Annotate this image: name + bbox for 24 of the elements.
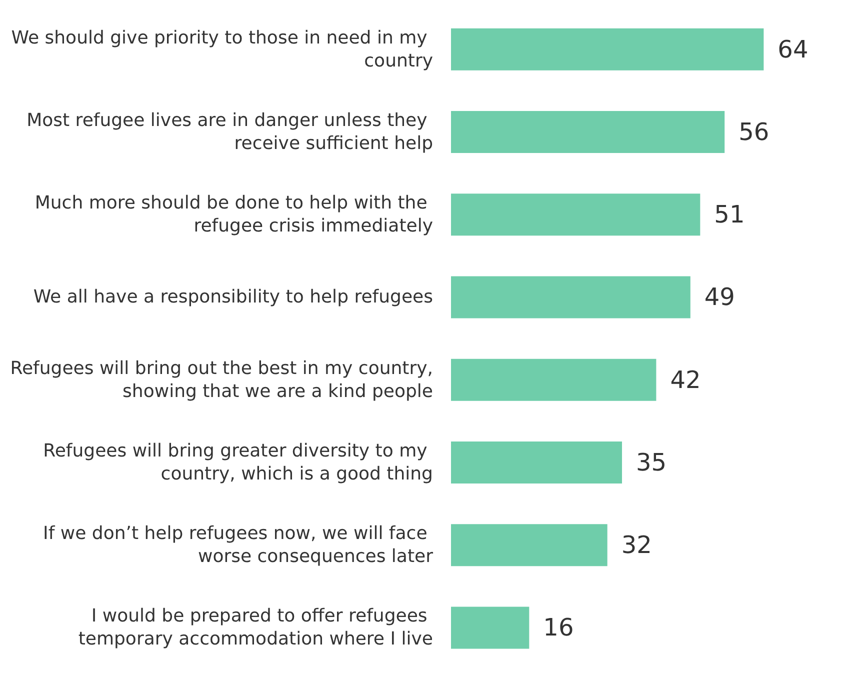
bar bbox=[451, 606, 530, 649]
y-tick-label: If we don’t help refugees now, we will face worse consequences later bbox=[43, 523, 434, 568]
data-label: 56 bbox=[738, 118, 770, 146]
data-label: 49 bbox=[704, 283, 735, 312]
y-tick-label: We all have a responsibility to help refugees bbox=[33, 286, 433, 308]
data-label: 42 bbox=[670, 366, 701, 394]
y-tick-label: Refugees will bring out the best in my country, showing that we are a kind people bbox=[10, 358, 433, 402]
bar bbox=[451, 110, 725, 153]
bar bbox=[451, 358, 656, 401]
bar bbox=[451, 524, 608, 566]
bar bbox=[451, 194, 700, 236]
bar bbox=[451, 28, 764, 70]
y-tick-label: Much more should be done to help with the refugee crisis immediately bbox=[34, 192, 434, 237]
data-label: 32 bbox=[621, 531, 652, 560]
data-label: 16 bbox=[543, 614, 574, 642]
y-tick-label: Refugees will bring greater diversity to my country, which is a good thing bbox=[43, 440, 433, 484]
data-label: 51 bbox=[714, 200, 745, 229]
y-tick-label: I would be prepared to offer refugees temporary accommodation where I live bbox=[78, 606, 433, 650]
data-label: 64 bbox=[778, 35, 808, 64]
data-label: 35 bbox=[636, 448, 667, 476]
bar bbox=[451, 276, 690, 318]
bar bbox=[451, 441, 622, 484]
y-tick-label: Most refugee lives are in danger unless they receive sufficient help bbox=[26, 110, 433, 154]
y-tick-label: We should give priority to those in need in my country bbox=[11, 27, 434, 72]
